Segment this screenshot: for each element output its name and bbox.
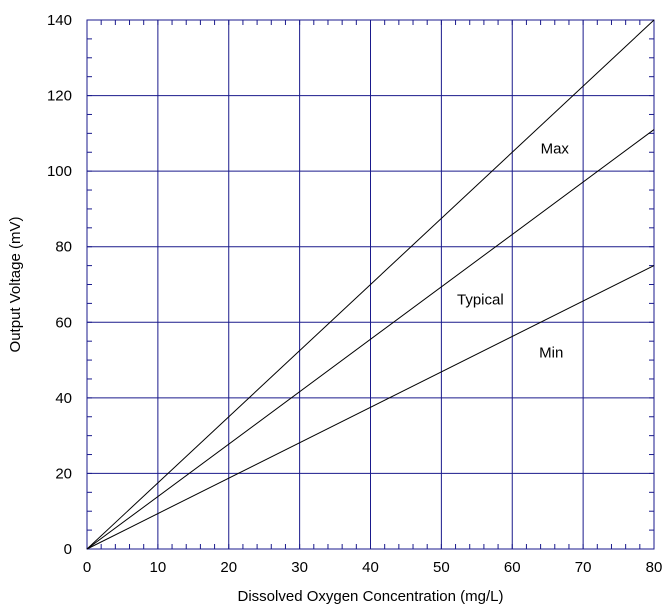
y-tick-label: 120 bbox=[47, 88, 72, 105]
y-tick-label: 20 bbox=[55, 465, 72, 482]
series-line-min bbox=[86, 265, 655, 550]
series-lines bbox=[86, 19, 655, 550]
x-tick-label: 50 bbox=[433, 559, 450, 576]
series-label-max: Max bbox=[541, 140, 570, 157]
y-tick-label: 80 bbox=[55, 239, 72, 256]
y-tick-label: 0 bbox=[64, 541, 72, 558]
y-tick-label: 140 bbox=[47, 12, 72, 29]
y-tick-label: 40 bbox=[55, 390, 72, 407]
series-label-min: Min bbox=[539, 345, 563, 362]
series-line-typical bbox=[86, 129, 655, 550]
x-tick-label: 0 bbox=[83, 559, 91, 576]
series-line-max bbox=[86, 19, 655, 550]
series-annotations: Max Typical Min bbox=[457, 140, 569, 361]
minor-ticks bbox=[86, 19, 655, 550]
y-tick-label: 100 bbox=[47, 163, 72, 180]
y-tick-label: 60 bbox=[55, 314, 72, 331]
x-tick-label: 60 bbox=[504, 559, 521, 576]
y-tick-labels: 0 20 40 60 80 100 120 140 bbox=[47, 12, 72, 558]
y-axis-title: Output Voltage (mV) bbox=[7, 217, 24, 353]
series-label-typical: Typical bbox=[457, 292, 504, 309]
x-tick-label: 20 bbox=[220, 559, 237, 576]
x-tick-label: 30 bbox=[291, 559, 308, 576]
x-tick-label: 10 bbox=[150, 559, 167, 576]
x-tick-labels: 0 10 20 30 40 50 60 70 80 bbox=[83, 559, 663, 576]
x-tick-label: 70 bbox=[575, 559, 592, 576]
x-tick-label: 40 bbox=[362, 559, 379, 576]
x-tick-label: 80 bbox=[646, 559, 663, 576]
x-axis-title: Dissolved Oxygen Concentration (mg/L) bbox=[238, 588, 504, 605]
plot-frame bbox=[86, 19, 655, 550]
